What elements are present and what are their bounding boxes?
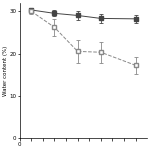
Y-axis label: Water content (%): Water content (%) [3, 45, 8, 96]
